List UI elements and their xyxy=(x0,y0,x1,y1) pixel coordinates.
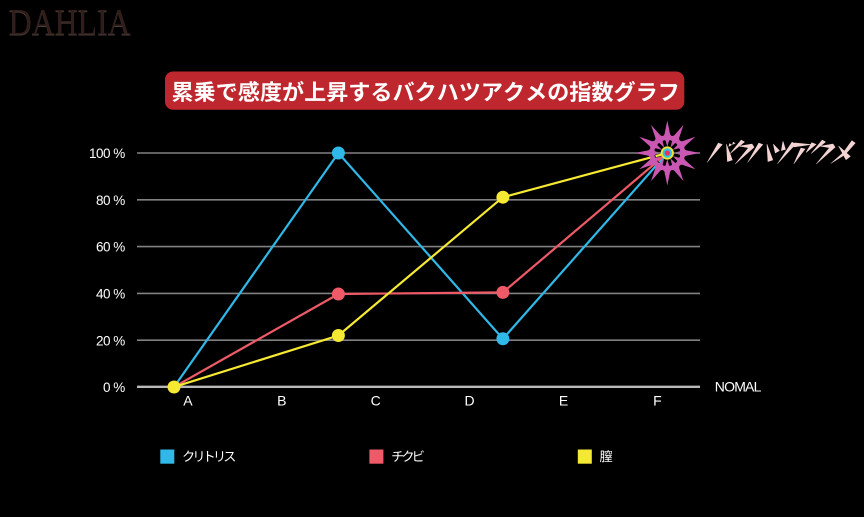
svg-text:0 %: 0 % xyxy=(103,380,125,395)
svg-text:60 %: 60 % xyxy=(96,240,125,255)
svg-text:F: F xyxy=(653,392,662,408)
svg-text:D: D xyxy=(465,392,475,408)
svg-text:A: A xyxy=(183,392,193,408)
svg-text:40 %: 40 % xyxy=(96,287,125,302)
svg-text:E: E xyxy=(559,392,568,408)
svg-text:NOMAL: NOMAL xyxy=(715,379,762,395)
svg-text:C: C xyxy=(371,392,381,408)
svg-text:100 %: 100 % xyxy=(89,146,125,161)
svg-text:DAHLIA: DAHLIA xyxy=(9,2,131,43)
svg-text:20 %: 20 % xyxy=(96,333,125,348)
svg-text:DAHLIA: DAHLIA xyxy=(9,4,131,45)
svg-text:80 %: 80 % xyxy=(96,193,125,208)
svg-text:B: B xyxy=(277,392,286,408)
